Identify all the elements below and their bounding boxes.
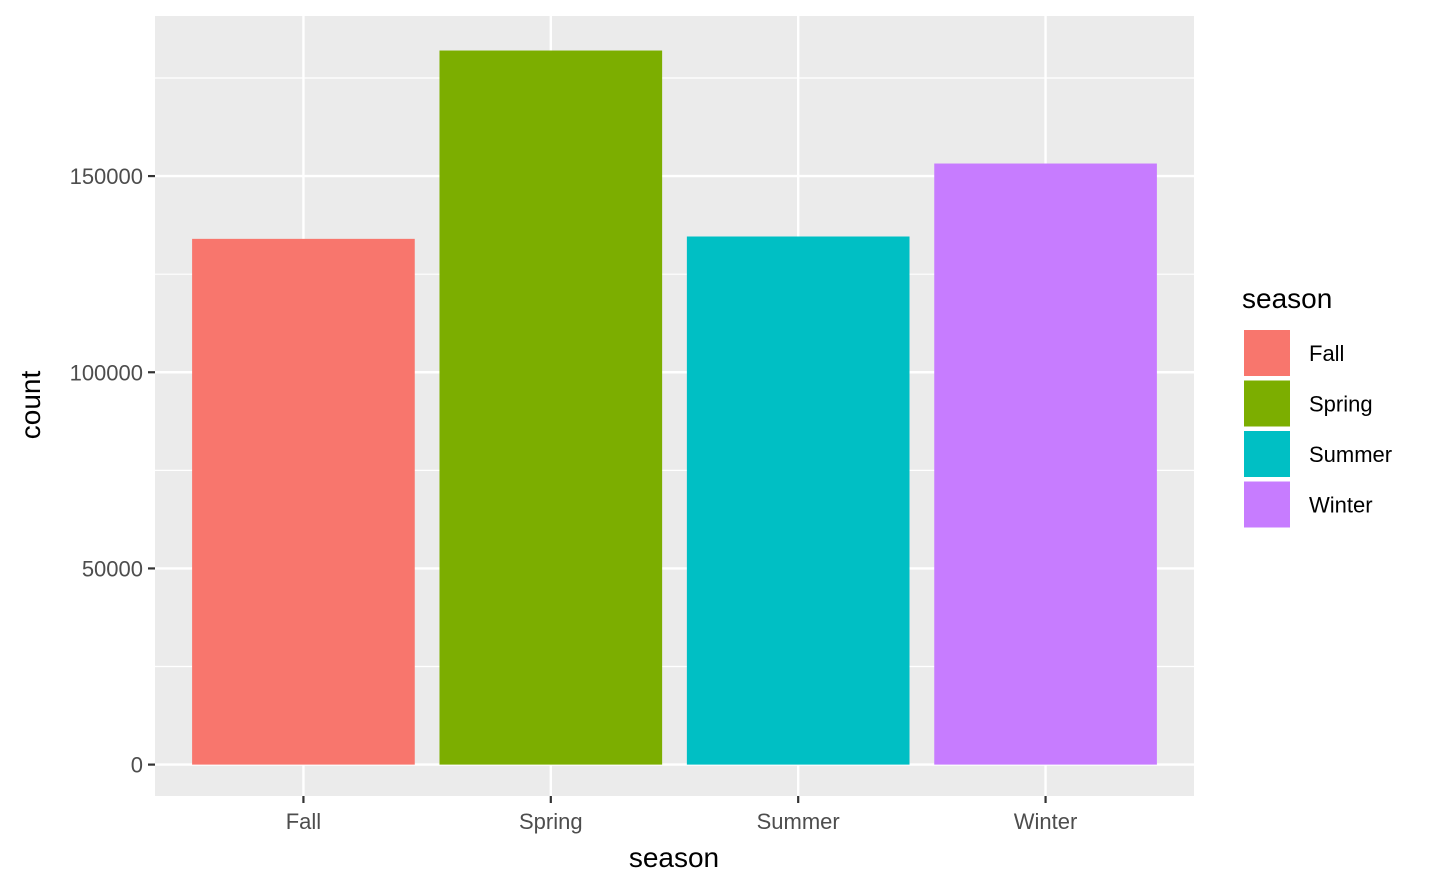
y-tick-label: 150000 bbox=[70, 164, 143, 189]
legend: season Fall Spring Summer Winter bbox=[1242, 283, 1392, 530]
legend-key-winter bbox=[1242, 479, 1292, 530]
axes: 0 50000 100000 150000 Fall Spring Summer Winter bbox=[70, 164, 1078, 834]
bar-winter bbox=[934, 163, 1157, 765]
x-tick-label: Winter bbox=[1014, 809, 1078, 834]
legend-key-summer bbox=[1242, 429, 1292, 479]
legend-label-winter: Winter bbox=[1309, 493, 1373, 518]
x-axis-title: season bbox=[629, 842, 719, 873]
bar-summer bbox=[686, 236, 910, 765]
legend-key-fall bbox=[1242, 328, 1292, 378]
bar-spring bbox=[439, 50, 663, 765]
x-tick-label: Fall bbox=[286, 809, 321, 834]
y-tick-label: 100000 bbox=[70, 360, 143, 385]
bar-fall bbox=[192, 238, 415, 765]
legend-key-spring bbox=[1242, 378, 1292, 429]
y-tick-label: 50000 bbox=[82, 556, 143, 581]
legend-label-fall: Fall bbox=[1309, 341, 1344, 366]
x-tick-label: Spring bbox=[519, 809, 583, 834]
legend-title: season bbox=[1242, 283, 1332, 314]
y-tick-label: 0 bbox=[131, 753, 143, 778]
x-tick-label: Summer bbox=[757, 809, 840, 834]
legend-label-summer: Summer bbox=[1309, 442, 1392, 467]
bars bbox=[192, 50, 1157, 765]
legend-label-spring: Spring bbox=[1309, 392, 1373, 417]
y-axis-title: count bbox=[15, 371, 46, 440]
